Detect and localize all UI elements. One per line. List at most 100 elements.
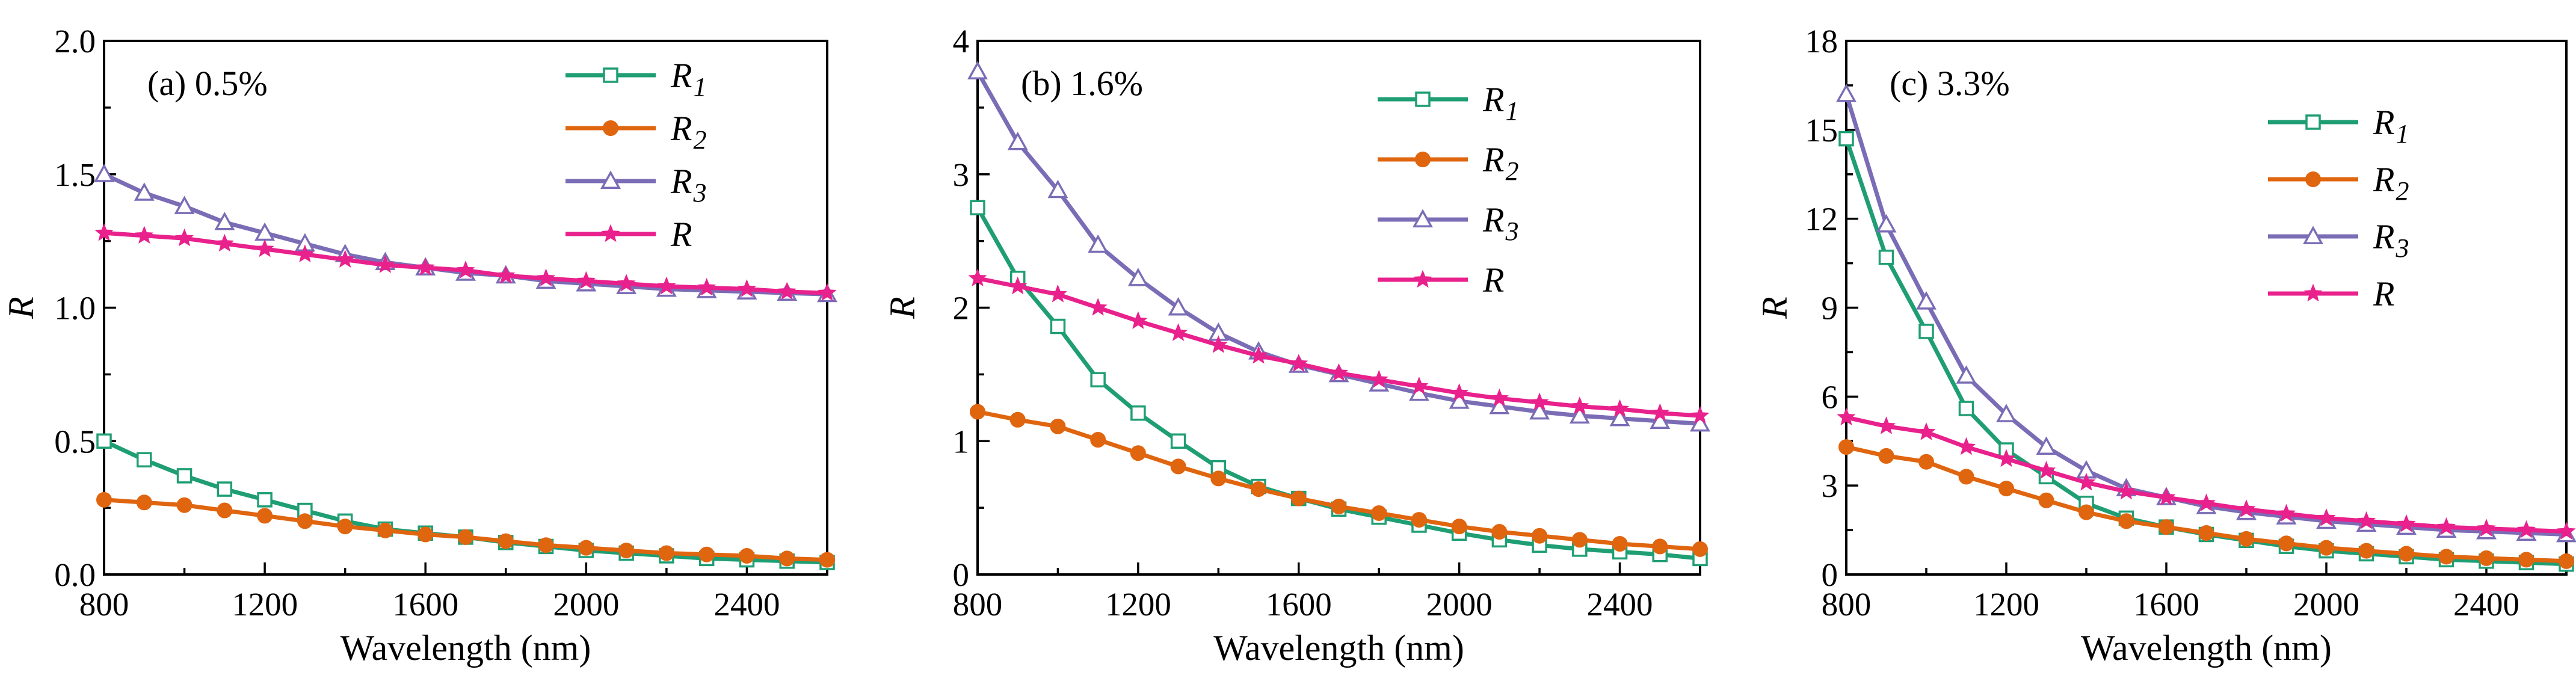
data-point-R [1249,345,1268,364]
data-point-R2 [1290,490,1307,507]
data-point-R3 [1127,268,1148,286]
data-point-R2 [2239,531,2254,547]
x-tick-label: 2400 [1587,586,1653,623]
data-point-R [255,239,274,257]
chart-panel: 800 1200 1600 2000 24000369121518Wavelength … [1755,23,2576,668]
y-tick-label: 12 [1805,201,1838,238]
plot-frame [976,40,1701,576]
x-tick-label: 2000 [1426,586,1493,623]
data-point-R [1410,376,1429,395]
legend-swatch-marker [1415,91,1431,107]
legend-swatch-marker [2305,171,2321,187]
data-point-R [2436,517,2456,535]
data-point-R3 [1876,214,1897,233]
data-point-R [1956,437,1976,455]
y-tick-label: 1 [953,423,970,460]
legend-label-R: R [2373,274,2394,313]
data-point-R2 [2559,553,2574,569]
data-point-R2 [1652,538,1668,555]
data-point-R [2397,514,2416,532]
data-point-R3 [1529,401,1550,420]
legend-label-R2: R2 [1482,140,1518,186]
data-point-R1 [1958,401,1974,416]
data-point-R2 [1571,532,1588,548]
data-point-R [496,265,516,284]
data-point-R1 [137,452,152,468]
y-axis-title: R [1755,297,1795,319]
y-tick-label: 1.5 [54,156,96,193]
data-point-R2 [1210,470,1227,487]
data-point-R [1329,363,1349,381]
data-point-R [375,255,395,273]
legend-label-main: R [1482,140,1504,179]
data-point-R [1129,311,1148,329]
data-point-R1 [970,200,985,215]
legend-label-R: R [1482,260,1504,300]
legend-label-main: R [1482,200,1504,239]
data-point-R2 [377,522,393,538]
y-tick-label: 0.0 [54,556,96,593]
data-point-R1 [1170,433,1186,449]
x-axis-title: Wavelength (nm) [2081,628,2332,668]
y-tick-label: 2 [953,290,970,327]
legend-swatch-marker [603,120,618,136]
y-tick-label: 3 [1822,467,1838,504]
data-point-R2 [1411,512,1427,528]
data-point-R2 [658,545,674,561]
data-point-R [1876,416,1896,434]
data-point-R3 [1047,179,1068,199]
data-point-R [2557,522,2576,540]
data-point-R [1289,354,1308,372]
data-point-R [2077,472,2096,491]
data-point-R2 [136,494,152,511]
data-point-R2 [337,519,353,535]
legend-swatch-marker [2303,226,2323,244]
series-R [1837,407,2576,540]
data-point-R1 [1090,372,1106,387]
data-point-R3 [1690,413,1710,432]
legend-label-R3: R3 [1482,200,1518,246]
data-point-R [1450,383,1469,401]
data-point-R [1570,396,1589,414]
data-point-R1 [257,492,273,508]
data-point-R2 [2118,513,2134,529]
data-point-R1 [217,481,233,497]
x-tick-label: 800 [953,586,1003,623]
legend-label-main: R [2373,274,2394,313]
series-R3 [967,61,1710,432]
data-point-R2 [1838,439,1854,455]
data-point-R3 [1836,84,1857,102]
data-point-R2 [1009,411,1026,428]
data-point-R [1690,405,1710,424]
legend-label-R1: R1 [2373,103,2409,149]
data-point-R2 [2399,546,2414,562]
data-point-R [2036,461,2056,479]
y-tick-label: 0.5 [54,423,96,460]
legend-label-main: R [670,109,692,148]
data-point-R2 [458,529,473,545]
legend-label-main: R [670,215,692,254]
legend-swatch-marker [603,67,618,83]
data-point-R1 [1050,318,1066,334]
data-point-R3 [1916,291,1937,310]
data-point-R2 [1050,418,1066,434]
data-point-R [1917,422,1936,440]
data-point-R3 [1569,405,1590,424]
data-point-R [456,260,475,279]
data-point-R [968,268,987,287]
data-point-R [2157,487,2176,506]
legend-label-R1: R1 [670,56,706,102]
x-tick-label: 1200 [1105,586,1171,623]
legend-label-subscript: 2 [693,125,706,155]
panel-title: (c) 3.3% [1890,64,2010,103]
data-point-R2 [498,533,514,549]
y-tick-label: 9 [1822,290,1838,327]
data-point-R [1209,335,1228,353]
data-point-R2 [1130,445,1146,461]
data-point-R [1088,298,1108,316]
data-point-R [1048,284,1068,303]
data-point-R2 [1692,541,1708,557]
y-tick-label: 4 [953,23,970,60]
